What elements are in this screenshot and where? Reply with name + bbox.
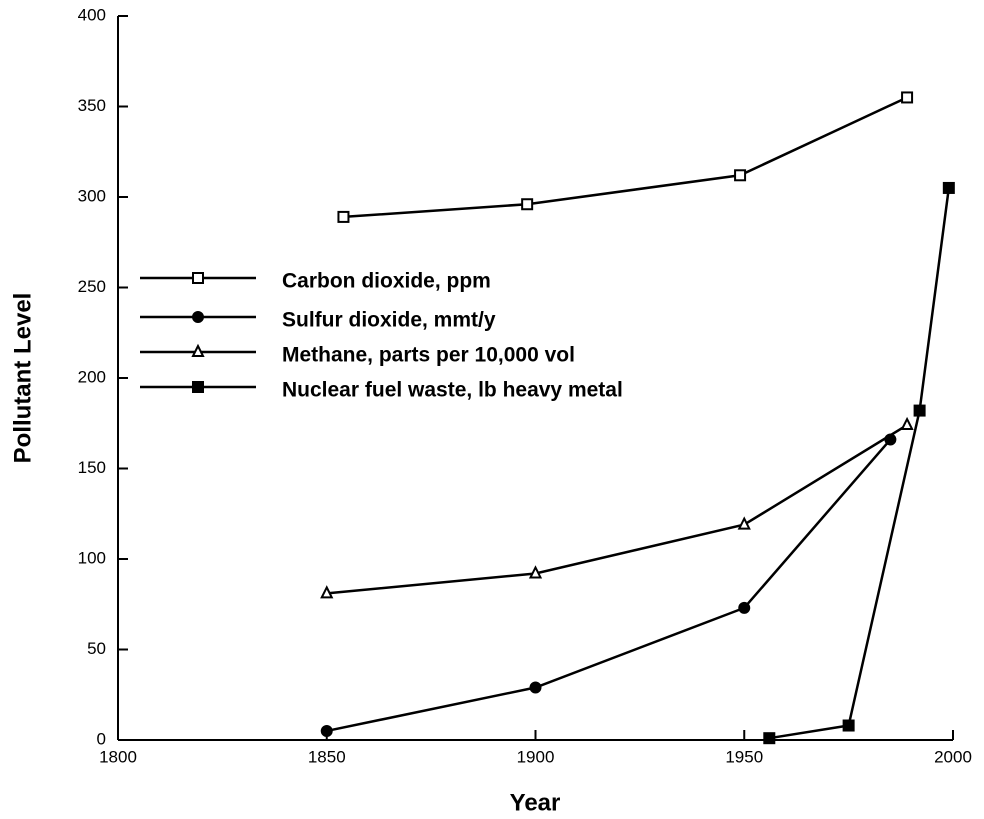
legend-label: Nuclear fuel waste, lb heavy metal bbox=[282, 379, 623, 402]
marker bbox=[320, 585, 334, 599]
marker bbox=[521, 198, 534, 211]
marker bbox=[942, 181, 955, 194]
legend-marker bbox=[191, 343, 205, 357]
y-tick-label: 100 bbox=[78, 548, 106, 567]
marker bbox=[738, 601, 751, 614]
series-line bbox=[343, 96, 908, 219]
y-axis-title: Pollutant Level bbox=[9, 293, 36, 464]
x-tick-label: 1850 bbox=[308, 747, 346, 766]
marker bbox=[529, 681, 542, 694]
y-tick-label: 150 bbox=[78, 458, 106, 477]
series-line bbox=[326, 423, 908, 595]
marker bbox=[737, 516, 751, 530]
x-tick-label: 1800 bbox=[99, 747, 137, 766]
legend-label: Methane, parts per 10,000 vol bbox=[282, 344, 575, 367]
y-tick-label: 200 bbox=[78, 367, 106, 386]
y-tick-label: 50 bbox=[87, 639, 106, 658]
marker bbox=[763, 732, 776, 745]
marker bbox=[900, 416, 914, 431]
marker bbox=[320, 724, 333, 737]
marker bbox=[734, 169, 747, 182]
x-tick-label: 1950 bbox=[725, 747, 763, 766]
marker bbox=[842, 719, 855, 732]
legend-marker bbox=[192, 381, 204, 393]
series-line bbox=[326, 438, 892, 733]
y-tick-label: 350 bbox=[78, 96, 106, 115]
legend-label: Sulfur dioxide, mmt/y bbox=[282, 309, 496, 332]
marker bbox=[901, 91, 914, 104]
x-axis-title: Year bbox=[510, 789, 561, 816]
x-tick-label: 2000 bbox=[934, 747, 972, 766]
legend-marker bbox=[192, 272, 204, 284]
series-line bbox=[769, 187, 951, 740]
marker bbox=[913, 404, 926, 417]
y-tick-label: 0 bbox=[97, 729, 106, 748]
legend-marker bbox=[192, 311, 204, 323]
marker bbox=[528, 565, 543, 579]
x-tick-label: 1900 bbox=[517, 747, 555, 766]
marker bbox=[337, 210, 350, 223]
legend-label: Carbon dioxide, ppm bbox=[282, 270, 491, 293]
y-tick-label: 400 bbox=[78, 5, 106, 24]
y-tick-label: 300 bbox=[78, 186, 106, 205]
y-tick-label: 250 bbox=[78, 277, 106, 296]
